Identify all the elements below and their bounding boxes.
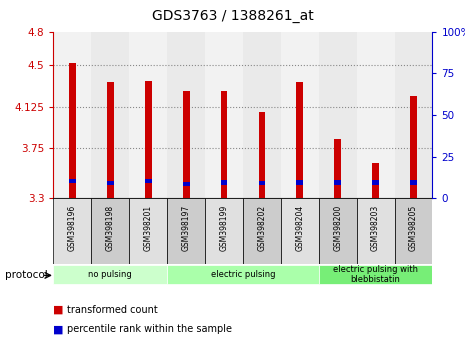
- Text: GSM398201: GSM398201: [144, 205, 153, 251]
- Bar: [281, 32, 319, 198]
- Bar: [145, 81, 152, 198]
- Bar: [395, 32, 432, 198]
- Text: GSM398203: GSM398203: [371, 205, 380, 251]
- Bar: [259, 112, 266, 198]
- Text: GSM398196: GSM398196: [68, 205, 77, 251]
- Text: GSM398204: GSM398204: [295, 205, 304, 251]
- FancyBboxPatch shape: [53, 198, 91, 264]
- Bar: [183, 182, 190, 186]
- Bar: [69, 63, 76, 198]
- Text: GSM398205: GSM398205: [409, 205, 418, 251]
- Text: no pulsing: no pulsing: [88, 270, 132, 279]
- FancyBboxPatch shape: [129, 198, 167, 264]
- Bar: [145, 179, 152, 183]
- Bar: [296, 82, 303, 198]
- Text: GSM398200: GSM398200: [333, 205, 342, 251]
- FancyBboxPatch shape: [167, 198, 205, 264]
- Bar: [410, 96, 417, 198]
- FancyBboxPatch shape: [53, 265, 167, 284]
- Text: transformed count: transformed count: [67, 305, 158, 315]
- Bar: [243, 32, 281, 198]
- Bar: [319, 32, 357, 198]
- Bar: [357, 32, 395, 198]
- FancyBboxPatch shape: [243, 198, 281, 264]
- Bar: [129, 32, 167, 198]
- FancyBboxPatch shape: [319, 265, 432, 284]
- Bar: [107, 181, 114, 185]
- Bar: [53, 32, 91, 198]
- Bar: [167, 32, 205, 198]
- Bar: [69, 179, 76, 183]
- Text: ■: ■: [53, 305, 64, 315]
- Bar: [91, 32, 129, 198]
- Text: percentile rank within the sample: percentile rank within the sample: [67, 324, 232, 334]
- Bar: [107, 82, 114, 198]
- Bar: [410, 180, 417, 184]
- Bar: [205, 32, 243, 198]
- FancyBboxPatch shape: [319, 198, 357, 264]
- Bar: [372, 180, 379, 184]
- Text: electric pulsing: electric pulsing: [211, 270, 275, 279]
- Bar: [334, 139, 341, 198]
- Bar: [220, 180, 227, 184]
- Bar: [372, 163, 379, 198]
- Bar: [220, 91, 227, 198]
- FancyBboxPatch shape: [205, 198, 243, 264]
- FancyBboxPatch shape: [357, 198, 395, 264]
- Text: ■: ■: [53, 324, 64, 334]
- Text: GSM398198: GSM398198: [106, 205, 115, 251]
- Bar: [259, 181, 266, 185]
- FancyBboxPatch shape: [281, 198, 319, 264]
- Text: GSM398199: GSM398199: [219, 205, 228, 251]
- Bar: [183, 91, 190, 198]
- Text: GDS3763 / 1388261_at: GDS3763 / 1388261_at: [152, 9, 313, 23]
- Bar: [334, 180, 341, 184]
- Text: electric pulsing with
blebbistatin: electric pulsing with blebbistatin: [333, 265, 418, 284]
- FancyBboxPatch shape: [395, 198, 432, 264]
- Text: protocol: protocol: [5, 270, 47, 280]
- Bar: [296, 180, 303, 184]
- FancyBboxPatch shape: [91, 198, 129, 264]
- Text: GSM398202: GSM398202: [258, 205, 266, 251]
- FancyBboxPatch shape: [167, 265, 319, 284]
- Text: GSM398197: GSM398197: [182, 205, 191, 251]
